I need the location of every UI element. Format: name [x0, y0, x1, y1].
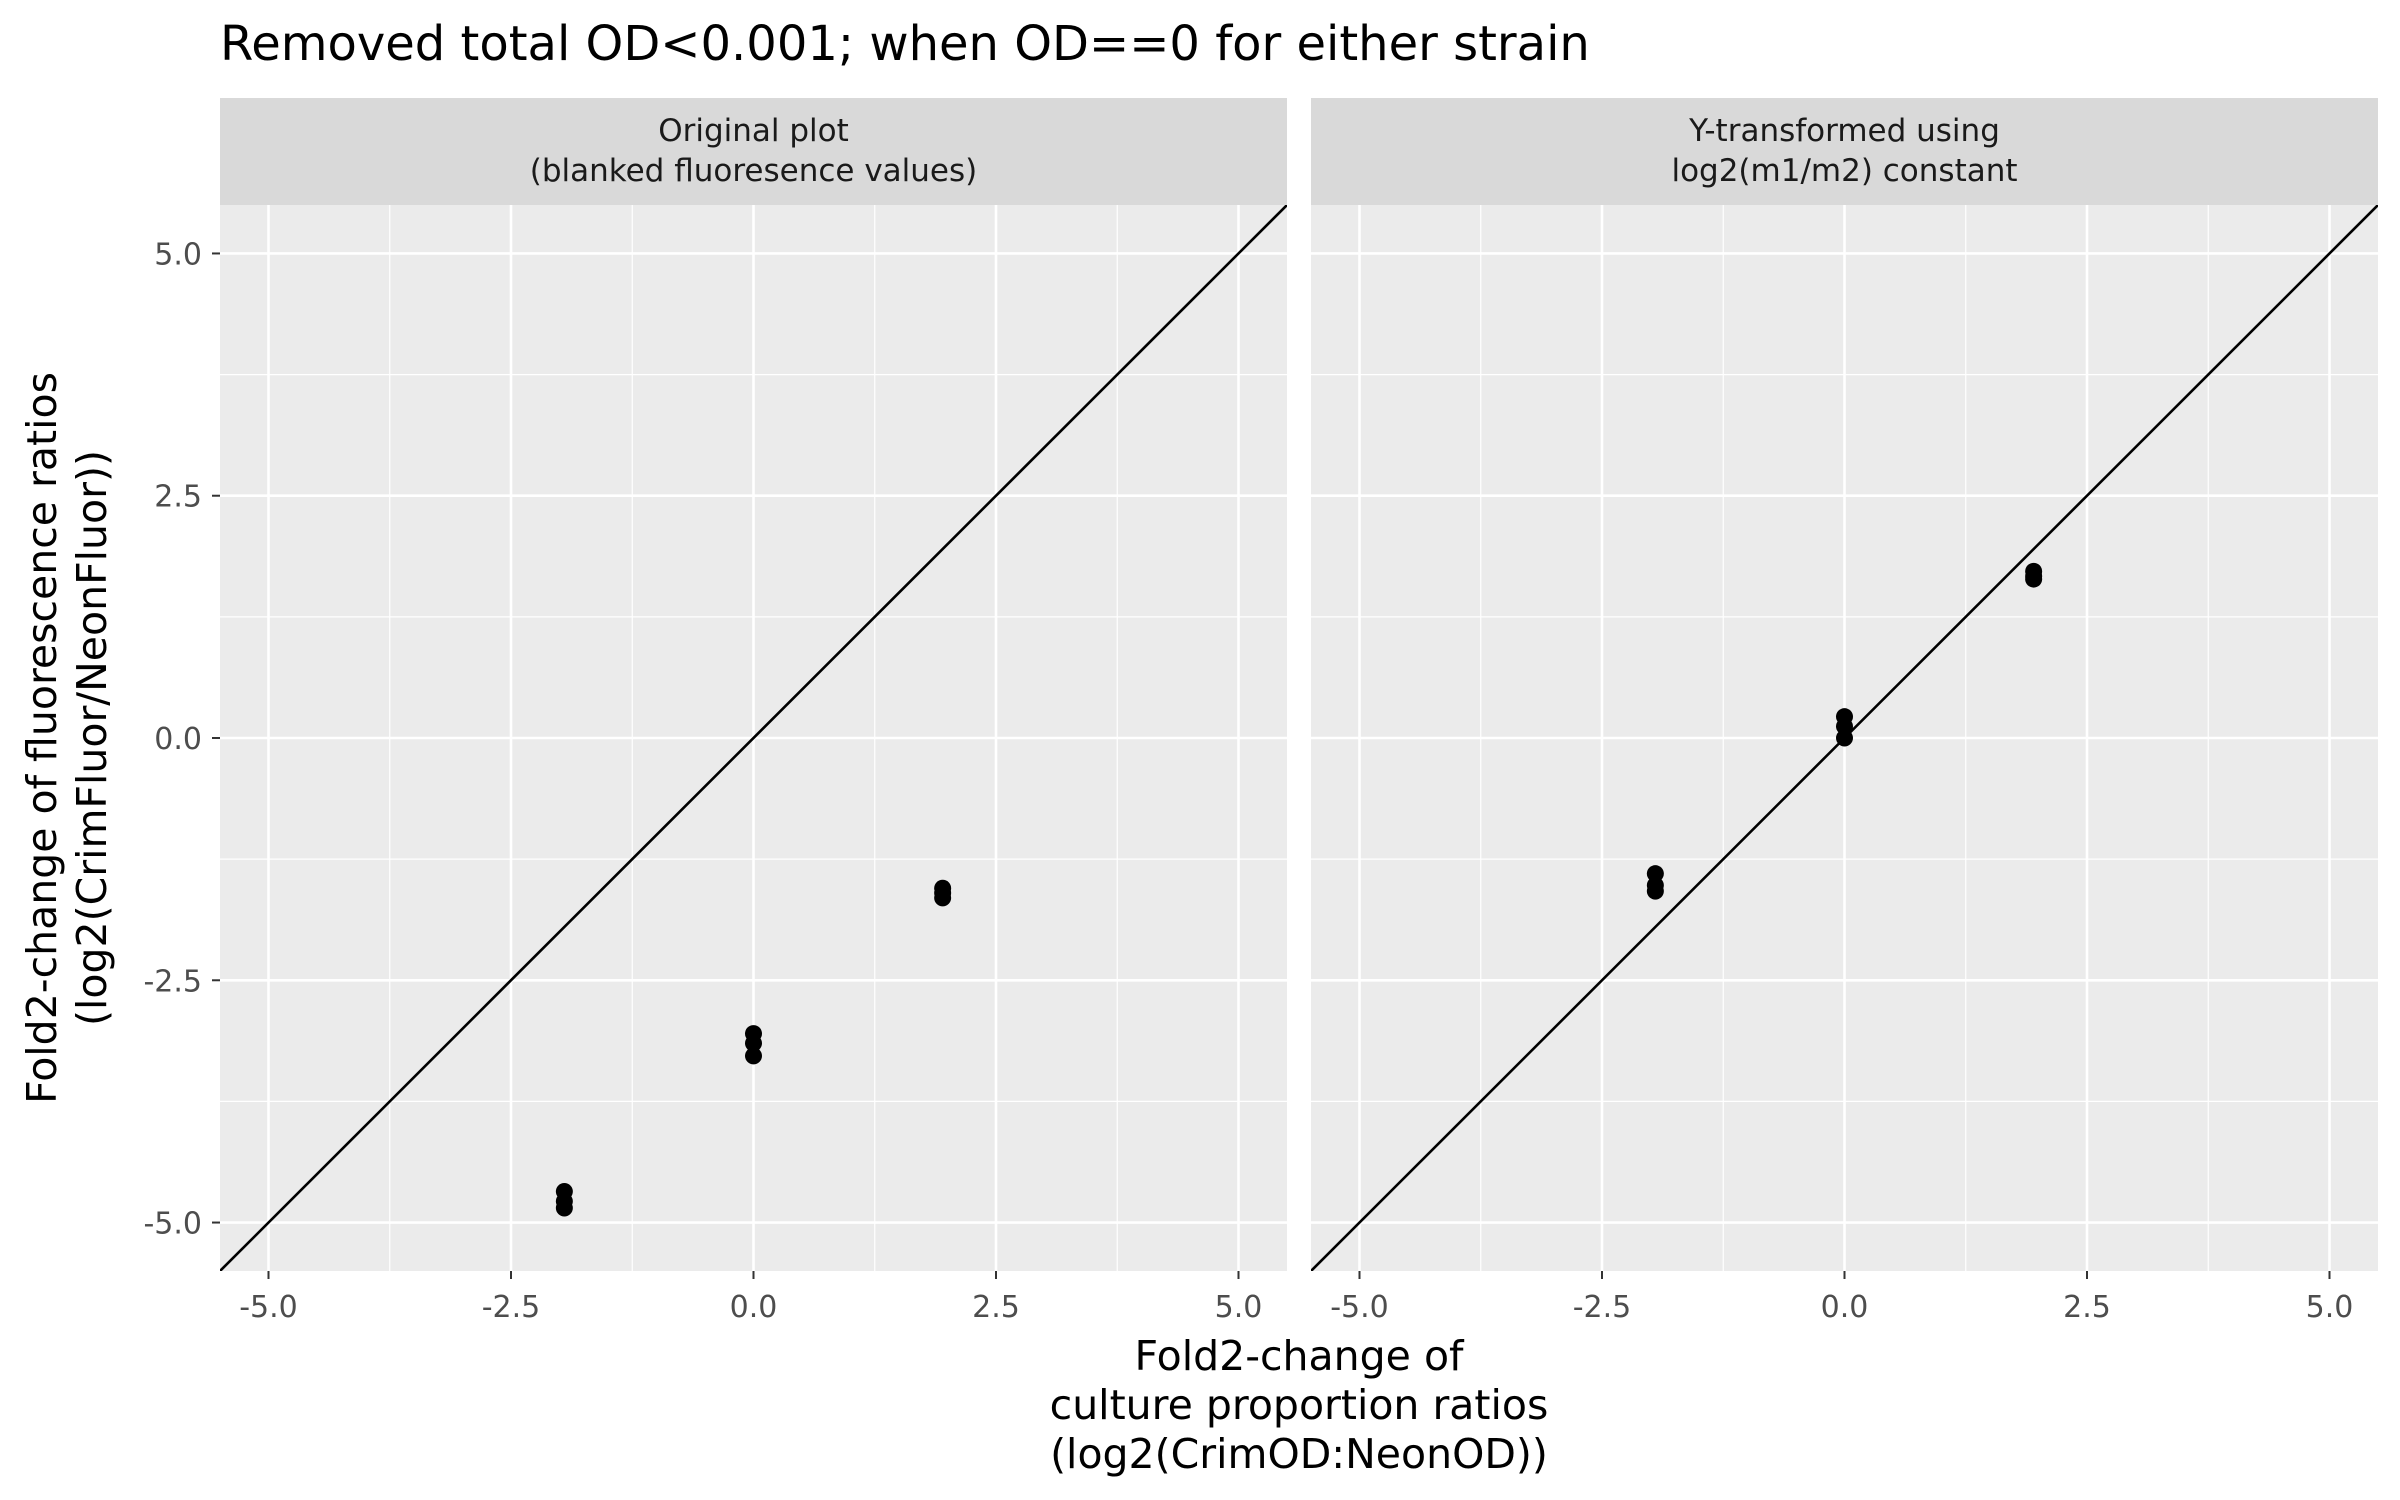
y-tick-label: -5.0	[143, 1207, 202, 1242]
x-tick-label: -5.0	[1330, 1290, 1389, 1325]
x-tick-label: 2.5	[972, 1290, 1020, 1325]
x-tick-label: -5.0	[239, 1290, 298, 1325]
data-point	[1646, 882, 1664, 900]
reference-line	[220, 205, 1287, 1271]
facet-strip	[1311, 98, 2378, 205]
y-axis-title: Fold2-change of fluorescence ratios (log2…	[18, 372, 116, 1104]
data-point	[1836, 717, 1853, 735]
y-tick-label: -2.5	[143, 964, 202, 999]
y-axis-title-line: (log2(CrimFluor/NeonFluor))	[68, 450, 116, 1026]
facet-panel-2: Y-transformed using log2(m1/m2) constant -…	[1311, 98, 2378, 1325]
y-axis-title-line: Fold2-change of fluorescence ratios	[18, 372, 66, 1104]
facet-strip	[220, 98, 1287, 205]
facet-strip-label: (blanked fluoresence values)	[530, 153, 978, 189]
y-tick-label: 0.0	[154, 722, 202, 757]
x-tick-label: 5.0	[2306, 1290, 2354, 1325]
x-tick-label: -2.5	[482, 1290, 541, 1325]
x-tick-label: -2.5	[1573, 1290, 1632, 1325]
data-point	[745, 1047, 762, 1065]
data-point	[745, 1034, 762, 1052]
chart-title: Removed total OD<0.001; when OD==0 for e…	[220, 16, 1590, 72]
data-point	[1836, 729, 1853, 747]
data-point	[2025, 570, 2043, 588]
x-axis-title-line: (log2(CrimOD:NeonOD))	[1050, 1430, 1548, 1478]
y-axis-tick-labels: -5.0 -2.5 0.0 2.5 5.0	[143, 237, 220, 1242]
facet-strip-label: log2(m1/m2) constant	[1671, 153, 2017, 189]
data-point	[1646, 865, 1664, 883]
facet-panel-1: Original plot (blanked fluoresence values…	[220, 98, 1287, 1325]
x-axis-title-line: Fold2-change of	[1135, 1332, 1466, 1380]
x-axis-title-line: culture proportion ratios	[1050, 1381, 1549, 1429]
x-tick-label: 0.0	[1821, 1290, 1869, 1325]
facet-strip-label: Original plot	[658, 113, 849, 149]
y-tick-label: 5.0	[154, 237, 202, 272]
x-tick-label: 5.0	[1215, 1290, 1263, 1325]
x-tick-label: 0.0	[730, 1290, 778, 1325]
facet-strip-label: Y-transformed using	[1688, 113, 2000, 149]
x-tick-label: 2.5	[2063, 1290, 2111, 1325]
facet-panels: Original plot (blanked fluoresence values…	[220, 98, 2378, 1325]
data-point	[934, 889, 952, 907]
data-point	[555, 1199, 573, 1217]
y-tick-label: 2.5	[154, 480, 202, 515]
